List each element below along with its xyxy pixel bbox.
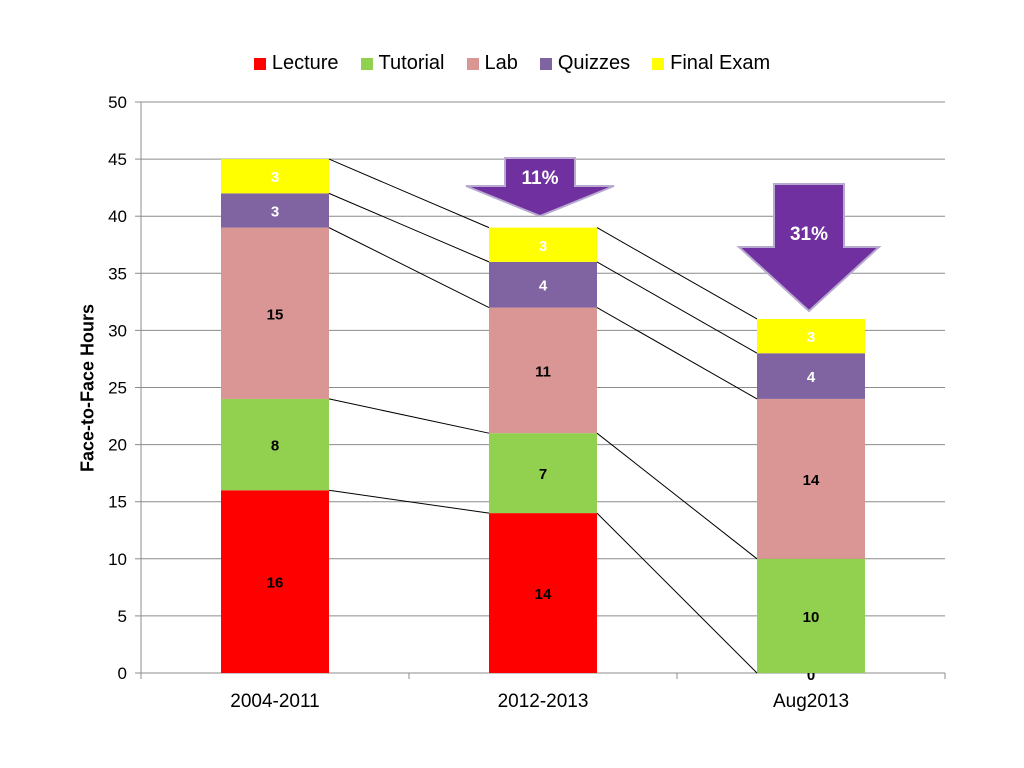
connector-line (328, 158, 490, 229)
data-label: 14 (803, 472, 820, 489)
y-tick-label: 50 (108, 93, 127, 112)
bar-segment (221, 490, 329, 673)
legend-label-tutorial: Tutorial (378, 52, 445, 74)
data-label: 10 (803, 609, 820, 626)
legend-item-tutorial: Tutorial (360, 52, 445, 75)
data-label: 7 (539, 466, 547, 483)
data-label: 8 (271, 438, 279, 455)
y-tick-label: 15 (108, 493, 127, 512)
bar-segment (757, 558, 865, 673)
connector-line (596, 512, 758, 674)
down-arrow-icon (736, 183, 882, 313)
legend-swatch-final-exam (652, 57, 665, 70)
bar-segment (221, 159, 329, 194)
bar-segment (489, 307, 597, 434)
y-tick-label: 0 (118, 664, 127, 683)
data-label: 4 (539, 278, 548, 295)
y-tick-label: 30 (108, 321, 127, 340)
data-label: 3 (271, 203, 279, 220)
legend-item-final-exam: Final Exam (652, 52, 770, 75)
legend-item-lecture: Lecture (253, 52, 339, 75)
data-label: 16 (267, 575, 284, 592)
bar-segment (221, 193, 329, 228)
y-tick-label: 25 (108, 379, 127, 398)
data-label: 3 (271, 169, 279, 186)
legend-item-lab: Lab (466, 52, 518, 75)
connector-line (328, 398, 490, 434)
x-tick-label: 2004-2011 (230, 691, 319, 712)
bar-segment (221, 227, 329, 399)
y-tick-label: 35 (108, 264, 127, 283)
legend: Lecture Tutorial Lab Quizzes Final Exam (0, 52, 1024, 75)
data-label: 3 (539, 238, 547, 255)
connector-line (596, 227, 758, 320)
bar-segment (489, 513, 597, 673)
bar-segment (757, 353, 865, 399)
connector-line (328, 489, 490, 514)
data-label: 15 (267, 306, 284, 323)
bar-segment (757, 398, 865, 559)
y-tick-label: 10 (108, 550, 127, 569)
legend-swatch-tutorial (360, 57, 373, 70)
x-tick-label: 2012-2013 (498, 691, 589, 712)
legend-label-lab: Lab (484, 52, 518, 74)
legend-label-final-exam: Final Exam (670, 52, 771, 74)
annotation-label: 11% (522, 168, 559, 189)
connector-line (596, 432, 758, 560)
y-tick-label: 5 (118, 607, 127, 626)
bar-segment (489, 261, 597, 308)
data-label: 3 (807, 329, 815, 346)
bar-segment (489, 227, 597, 262)
y-tick-label: 40 (108, 207, 127, 226)
legend-swatch-lecture (253, 57, 266, 70)
down-arrow-icon (465, 157, 615, 218)
annotation-label: 31% (790, 224, 828, 245)
legend-label-lecture: Lecture (271, 52, 339, 74)
legend-swatch-quizzes (539, 57, 552, 70)
legend-item-quizzes: Quizzes (539, 52, 631, 75)
connector-line (596, 307, 758, 400)
bar-segment (489, 433, 597, 514)
data-label: 11 (535, 363, 551, 380)
legend-swatch-lab (466, 57, 479, 70)
data-label: 4 (807, 369, 816, 386)
y-tick-label: 20 (108, 436, 127, 455)
bar-segment (221, 398, 329, 491)
bar-segment (757, 318, 865, 354)
legend-label-quizzes: Quizzes (557, 52, 631, 74)
connector-line (328, 227, 490, 309)
data-label: 14 (535, 586, 552, 603)
connector-line (328, 192, 490, 263)
y-tick-label: 45 (108, 150, 127, 169)
connector-line (596, 261, 758, 354)
x-tick-label: Aug2013 (773, 691, 849, 712)
data-label: 0 (807, 667, 815, 684)
